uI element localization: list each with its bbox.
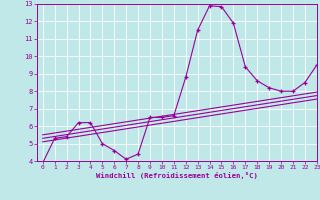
X-axis label: Windchill (Refroidissement éolien,°C): Windchill (Refroidissement éolien,°C): [96, 172, 258, 179]
